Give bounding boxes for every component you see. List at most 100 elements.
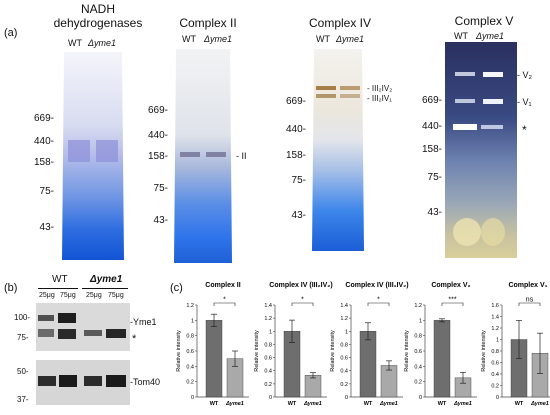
- chart-5-ytick-label: 0.6: [491, 361, 499, 367]
- gel-4-image: [445, 42, 517, 258]
- chart-5-ytick-label: 0.8: [491, 349, 499, 355]
- blot-load-1: 25μg: [39, 292, 55, 299]
- gel-2-lane-wt: WT: [182, 34, 196, 44]
- chart-3-significance-label: *: [377, 297, 380, 304]
- chart-1-bar-wt: [205, 320, 223, 398]
- chart-5-category-label: WT: [515, 401, 524, 407]
- chart-1-title: Complex II: [205, 282, 240, 289]
- gel-1-marker-43: 43-: [39, 222, 54, 233]
- blot-label-tom40: -Tom40: [130, 377, 161, 387]
- chart-1-ytick-label: 1.2: [186, 303, 194, 309]
- gel-1-lane-wt: WT: [68, 38, 82, 48]
- gel-1-image: [62, 52, 124, 260]
- chart-1-ytick-label: 1: [191, 318, 194, 324]
- chart-5-title: Complex V₁: [508, 282, 547, 289]
- chart-1-ytick-label: 0.8: [186, 334, 194, 340]
- gel-3-marker-440: 440-: [285, 124, 306, 135]
- gel-1-marker-158: 158-: [33, 157, 54, 168]
- chart-5-ytick-label: 0.2: [491, 384, 499, 390]
- chart-4-ytick-label: 0.6: [414, 349, 422, 355]
- blot-marker-50: 50-: [17, 367, 29, 376]
- gel-4-marker-75: 75-: [427, 172, 442, 183]
- blot-top-image: [36, 303, 130, 351]
- gel-4-band-label-v2: - V₂: [517, 70, 532, 80]
- gel-2-image: [174, 49, 232, 263]
- chart-3-category-label: Δyme1: [379, 401, 398, 407]
- gel-3-marker-43: 43-: [291, 210, 306, 221]
- chart-1-significance-label: *: [223, 297, 226, 304]
- gel-1-lane-mutant: Δyme1: [88, 38, 117, 48]
- chart-2-ytick-label: 1.2: [264, 316, 272, 322]
- chart-5-ytick-label: 0.4: [491, 372, 499, 378]
- panel-c-letter: (c): [170, 282, 183, 294]
- chart-4-ytick-label: 0.2: [414, 380, 422, 386]
- blot-label-yme1: -Yme1: [130, 317, 157, 327]
- blot-load-2: 75μg: [60, 292, 76, 299]
- gel-2-marker-43: 43-: [153, 215, 168, 226]
- gel-4-marker-43: 43-: [427, 207, 442, 218]
- chart-3-significance-bracket: [367, 302, 390, 306]
- chart-3-ytick-label: 1.4: [340, 303, 348, 309]
- gel-1-marker-75: 75-: [39, 186, 54, 197]
- chart-5-ytick-label: 1: [496, 338, 499, 344]
- gel-4-lane-mutant: Δyme1: [476, 31, 505, 41]
- gel-1-title-line1: NADH: [80, 2, 115, 16]
- blot-label-star: *: [132, 333, 137, 345]
- chart-2-significance-label: *: [301, 297, 304, 304]
- gel-4-title: Complex V: [454, 14, 514, 28]
- gel-1-marker-440: 440-: [33, 136, 54, 147]
- panel-a-letter: (a): [4, 27, 18, 39]
- gel-4-marker-669: 669-: [421, 95, 442, 106]
- chart-5-significance-label: ns: [526, 297, 534, 304]
- blot-marker-37: 37-: [17, 395, 29, 404]
- chart-2-ytick-label: 0.6: [264, 356, 272, 362]
- chart-4-title: Complex V₂: [431, 282, 470, 289]
- gel-3-lane-wt: WT: [316, 34, 330, 44]
- gel-2-title: Complex II: [179, 16, 237, 30]
- chart-1-ytick-label: 0.6: [186, 349, 194, 355]
- chart-1-ytick-label: 0.2: [186, 380, 194, 386]
- chart-4-ytick-label: 0.4: [414, 364, 422, 370]
- blot-marker-75: 75-: [17, 333, 29, 342]
- chart-1-ytick-label: 0: [191, 395, 194, 401]
- chart-2-ytick-label: 0.8: [264, 342, 272, 348]
- chart-2-ytick-label: 1.4: [264, 303, 272, 309]
- gel-4-marker-440: 440-: [421, 121, 442, 132]
- chart-3-y-label: Relative intensity: [330, 330, 336, 372]
- chart-4-ytick-label: 1.2: [414, 303, 422, 309]
- chart-3-ytick-label: 1.2: [340, 316, 348, 322]
- chart-4-y-label: Relative intensity: [404, 330, 410, 372]
- gel-3-band-label-iii2iv2: - III₂IV₂: [367, 84, 393, 93]
- blot-group-wt-line: [38, 288, 78, 289]
- chart-4-ytick-label: 0: [419, 395, 422, 401]
- chart-5-ytick-label: 1.4: [491, 315, 499, 321]
- chart-1-ytick-label: 0.4: [186, 364, 194, 370]
- chart-3-ytick-label: 0: [345, 395, 348, 401]
- chart-2-category-label: Δyme1: [303, 401, 322, 407]
- chart-3-bar-wt: [359, 331, 377, 398]
- gel-2-marker-669: 669-: [147, 105, 168, 116]
- chart-3-ytick-label: 0.8: [340, 342, 348, 348]
- panel-b-letter: (b): [4, 282, 18, 294]
- chart-2-ytick-label: 0: [269, 395, 272, 401]
- chart-4-significance-label: ***: [448, 297, 456, 304]
- blot-bottom-image: [36, 360, 130, 405]
- chart-2-ytick-label: 1: [269, 329, 272, 335]
- chart-1-category-label: WT: [210, 401, 219, 407]
- chart-2-ytick-label: 0.4: [264, 369, 272, 375]
- chart-4-category-label: WT: [438, 401, 447, 407]
- chart-1-y-label: Relative intensity: [176, 330, 182, 372]
- gel-3-marker-75: 75-: [291, 175, 306, 186]
- gel-1-marker-669: 669-: [33, 113, 54, 124]
- chart-5-ytick-label: 1.6: [491, 303, 499, 309]
- chart-1-significance-bracket: [213, 302, 236, 306]
- chart-3-ytick-label: 0.6: [340, 356, 348, 362]
- chart-2-y-label: Relative intensity: [254, 330, 260, 372]
- gel-2-marker-75: 75-: [153, 183, 168, 194]
- chart-2-ytick-label: 0.2: [264, 382, 272, 388]
- gel-3-lane-mutant: Δyme1: [336, 34, 365, 44]
- gel-4-marker-158: 158-: [421, 144, 442, 155]
- chart-5-category-label: Δyme1: [530, 401, 549, 407]
- gel-3-marker-158: 158-: [285, 150, 306, 161]
- chart-4-ytick-label: 0.8: [414, 334, 422, 340]
